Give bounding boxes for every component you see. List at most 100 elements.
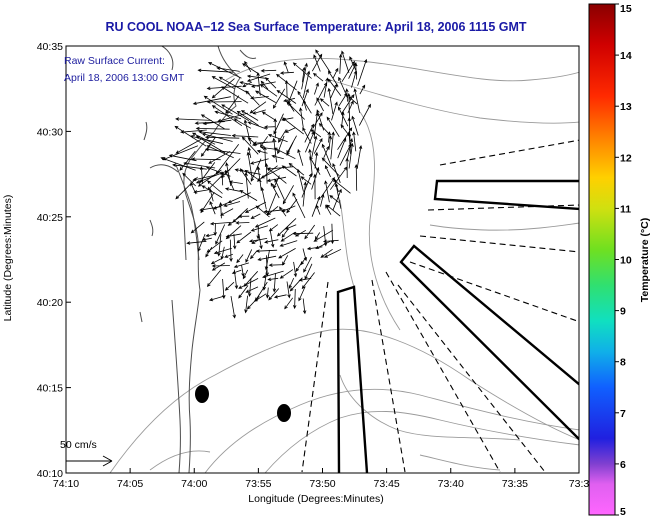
current-vector <box>195 135 226 154</box>
current-vector <box>250 213 261 219</box>
current-vector <box>205 233 216 238</box>
current-vector <box>356 144 363 169</box>
current-vector <box>330 223 335 245</box>
current-vector <box>233 118 252 129</box>
current-vector <box>309 156 321 175</box>
current-vector <box>245 90 260 106</box>
current-vector <box>238 285 249 299</box>
current-vector <box>224 281 235 291</box>
current-vector <box>268 224 279 232</box>
current-vector <box>297 90 312 114</box>
current-vector <box>284 79 289 98</box>
current-vector <box>253 293 267 302</box>
current-vector <box>186 240 207 245</box>
colorbar-tick-label: 13 <box>620 101 632 113</box>
y-tick-label: 40:20 <box>37 297 63 309</box>
current-vector <box>241 265 245 278</box>
current-vector <box>313 137 323 154</box>
current-vector <box>298 286 306 302</box>
current-vector <box>300 176 312 185</box>
current-vector <box>199 165 204 184</box>
x-tick-label: 74:10 <box>53 478 79 490</box>
current-vector <box>256 165 262 191</box>
colorbar-tick-label: 10 <box>620 255 632 267</box>
current-vector <box>273 118 277 138</box>
current-vector <box>262 270 284 279</box>
x-tick-label: 73:55 <box>245 478 271 490</box>
marker-dot <box>195 385 209 403</box>
colorbar-tick-label: 9 <box>620 306 626 318</box>
current-vector <box>279 71 294 75</box>
current-vector <box>218 76 250 95</box>
current-vector <box>276 89 297 104</box>
current-vector <box>293 288 297 310</box>
current-vector <box>220 171 224 186</box>
current-vector <box>200 114 225 130</box>
current-vector <box>193 189 208 194</box>
current-vector <box>326 116 340 138</box>
current-vector <box>192 96 231 105</box>
current-vector <box>272 137 277 163</box>
current-vector <box>299 107 304 128</box>
current-vector <box>265 287 270 299</box>
current-vector <box>282 255 289 266</box>
colorbar-tick-label: 11 <box>620 203 631 215</box>
current-vector <box>220 246 225 260</box>
current-vector <box>239 81 259 87</box>
current-vector <box>347 132 352 155</box>
current-vector <box>221 104 250 121</box>
x-axis-label: Longitude (Degrees:Minutes) <box>248 493 383 505</box>
current-vector <box>211 264 230 268</box>
dashed-lines <box>301 139 579 473</box>
current-vector <box>249 101 267 114</box>
current-vector <box>240 110 259 121</box>
current-vector <box>236 231 252 244</box>
current-vector <box>259 136 269 148</box>
x-tick-label: 74:05 <box>117 478 143 490</box>
current-vector <box>201 237 212 242</box>
current-vector <box>245 249 253 263</box>
current-vector <box>292 231 314 236</box>
current-vector <box>292 192 306 219</box>
colorbar <box>588 3 616 516</box>
current-vector <box>313 229 334 242</box>
current-vector <box>273 147 296 160</box>
x-tick-label: 73:40 <box>438 478 464 490</box>
current-vector <box>327 78 342 96</box>
current-vector <box>213 247 232 255</box>
current-vector <box>214 110 242 120</box>
annotation-line-2: April 18, 2006 13:00 GMT <box>64 72 185 84</box>
current-vector <box>258 234 263 250</box>
marker-dot <box>277 404 291 422</box>
colorbar-tick-label: 15 <box>620 3 632 15</box>
current-vector <box>245 286 259 293</box>
current-vector <box>241 136 259 155</box>
colorbar-label: Temperature (°C) <box>639 218 651 303</box>
current-vector <box>351 70 358 88</box>
current-vector <box>304 123 314 143</box>
current-vector <box>175 138 203 154</box>
current-vector <box>346 138 353 161</box>
y-axis-label: Latitude (Degrees:Minutes) <box>2 195 14 322</box>
current-vector <box>238 278 259 289</box>
current-vector <box>304 224 316 240</box>
current-vector <box>270 182 280 199</box>
current-vector <box>278 129 287 143</box>
annotation-line-1: Raw Surface Current: <box>64 55 165 67</box>
current-vector <box>238 214 250 219</box>
x-tick-label: 73:3 <box>569 478 590 490</box>
current-vector <box>314 82 319 95</box>
current-vector <box>247 146 252 158</box>
current-vector <box>315 49 331 73</box>
current-vector <box>302 298 307 315</box>
current-vector <box>209 295 226 302</box>
x-tick-label: 73:45 <box>373 478 399 490</box>
current-vector <box>182 172 196 187</box>
current-vector <box>320 193 325 207</box>
current-vector <box>250 249 258 260</box>
current-vector <box>271 154 284 160</box>
current-vector <box>191 157 221 161</box>
current-vector <box>272 88 286 109</box>
current-vector <box>282 117 304 135</box>
current-vector <box>236 110 259 126</box>
